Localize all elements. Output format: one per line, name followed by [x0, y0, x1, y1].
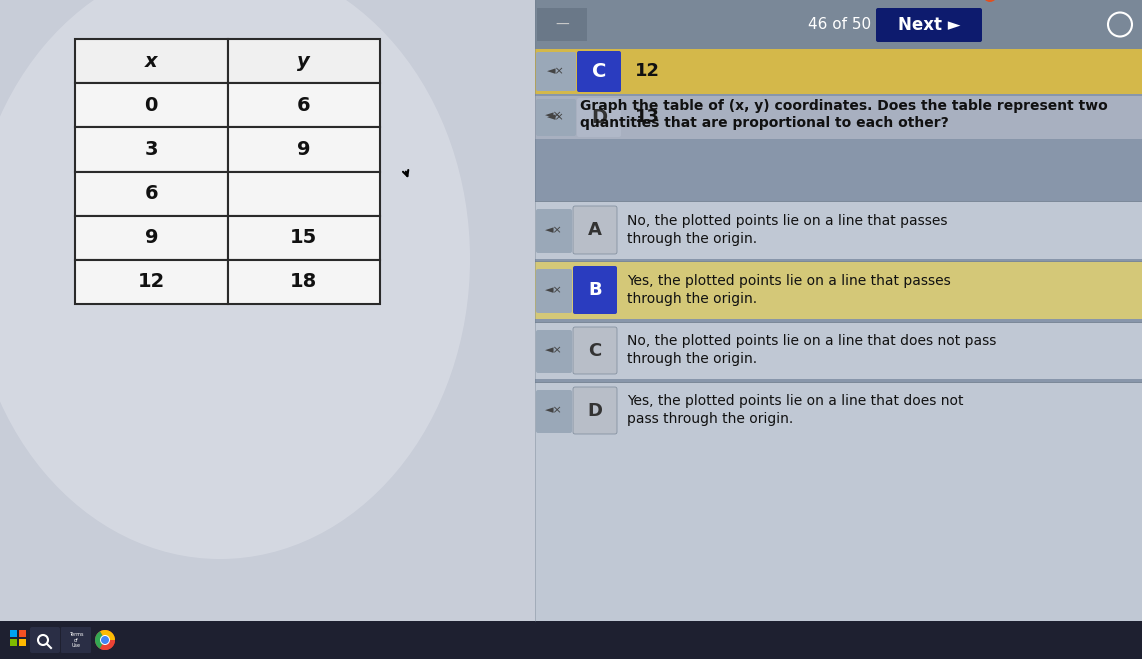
FancyBboxPatch shape	[227, 215, 380, 260]
Text: No, the plotted points lie on a line that passes: No, the plotted points lie on a line tha…	[627, 214, 948, 228]
FancyBboxPatch shape	[536, 269, 572, 313]
Text: A: A	[588, 221, 602, 239]
Text: 18: 18	[290, 272, 317, 291]
FancyBboxPatch shape	[536, 330, 572, 373]
FancyBboxPatch shape	[536, 209, 572, 253]
Circle shape	[983, 0, 997, 2]
FancyBboxPatch shape	[534, 382, 1142, 439]
Text: 46 of 50: 46 of 50	[809, 17, 871, 32]
Text: Yes, the plotted points lie on a line that does not: Yes, the plotted points lie on a line th…	[627, 395, 964, 409]
Text: 0: 0	[145, 96, 158, 115]
FancyBboxPatch shape	[0, 621, 1142, 659]
Text: 3: 3	[145, 140, 158, 159]
Text: D: D	[590, 108, 608, 127]
FancyBboxPatch shape	[227, 171, 380, 215]
FancyBboxPatch shape	[536, 101, 572, 129]
Text: D: D	[587, 401, 603, 420]
Text: ◄×: ◄×	[545, 285, 563, 295]
Text: Graph the table of (x, y) coordinates. Does the table represent two: Graph the table of (x, y) coordinates. D…	[580, 99, 1108, 113]
Text: ◄×: ◄×	[545, 225, 563, 235]
FancyBboxPatch shape	[75, 127, 227, 171]
Text: through the origin.: through the origin.	[627, 353, 757, 366]
FancyBboxPatch shape	[534, 439, 1142, 621]
Text: x: x	[145, 51, 158, 71]
Ellipse shape	[0, 0, 471, 559]
FancyBboxPatch shape	[536, 52, 576, 91]
FancyBboxPatch shape	[537, 8, 587, 41]
FancyBboxPatch shape	[61, 627, 91, 653]
Text: ◄×: ◄×	[545, 405, 563, 416]
FancyBboxPatch shape	[75, 83, 227, 127]
FancyBboxPatch shape	[534, 96, 1142, 139]
FancyBboxPatch shape	[534, 49, 1142, 94]
FancyBboxPatch shape	[19, 639, 26, 646]
Text: C: C	[592, 62, 606, 81]
FancyBboxPatch shape	[534, 0, 1142, 49]
Text: 9: 9	[297, 140, 311, 159]
Text: through the origin.: through the origin.	[627, 232, 757, 246]
FancyBboxPatch shape	[536, 390, 572, 433]
Text: Yes, the plotted points lie on a line that passes: Yes, the plotted points lie on a line th…	[627, 274, 951, 288]
Text: C: C	[588, 341, 602, 360]
Text: quantities that are proportional to each other?: quantities that are proportional to each…	[580, 116, 949, 130]
Text: 9: 9	[145, 228, 158, 247]
Circle shape	[95, 630, 115, 650]
FancyBboxPatch shape	[227, 83, 380, 127]
Text: 6: 6	[297, 96, 311, 115]
Text: 12: 12	[635, 63, 660, 80]
Text: ◄×: ◄×	[547, 67, 565, 76]
FancyBboxPatch shape	[536, 99, 576, 136]
Text: —: —	[555, 18, 569, 32]
Circle shape	[100, 636, 108, 644]
FancyBboxPatch shape	[573, 206, 617, 254]
FancyBboxPatch shape	[75, 215, 227, 260]
Circle shape	[100, 635, 110, 645]
Text: 13: 13	[635, 109, 660, 127]
Text: ◄×: ◄×	[545, 110, 563, 120]
Text: Next ►: Next ►	[898, 16, 960, 34]
FancyBboxPatch shape	[534, 201, 1142, 259]
FancyBboxPatch shape	[573, 266, 617, 314]
FancyBboxPatch shape	[75, 171, 227, 215]
FancyBboxPatch shape	[30, 627, 61, 653]
FancyBboxPatch shape	[534, 261, 1142, 319]
FancyBboxPatch shape	[75, 39, 227, 83]
Text: B: B	[588, 281, 602, 299]
FancyBboxPatch shape	[534, 0, 1142, 659]
FancyBboxPatch shape	[10, 639, 17, 646]
FancyBboxPatch shape	[534, 322, 1142, 379]
FancyBboxPatch shape	[577, 51, 621, 92]
Text: through the origin.: through the origin.	[627, 292, 757, 306]
FancyBboxPatch shape	[0, 0, 534, 659]
FancyBboxPatch shape	[876, 8, 982, 42]
FancyBboxPatch shape	[75, 260, 227, 304]
Wedge shape	[100, 640, 115, 650]
Text: 15: 15	[290, 228, 317, 247]
Text: 6: 6	[144, 184, 158, 203]
FancyBboxPatch shape	[10, 630, 17, 637]
Text: pass through the origin.: pass through the origin.	[627, 413, 794, 426]
Text: ◄×: ◄×	[547, 113, 565, 123]
FancyBboxPatch shape	[227, 260, 380, 304]
Wedge shape	[95, 631, 105, 648]
Text: No, the plotted points lie on a line that does not pass: No, the plotted points lie on a line tha…	[627, 335, 996, 349]
FancyBboxPatch shape	[577, 98, 621, 137]
FancyBboxPatch shape	[227, 39, 380, 83]
Wedge shape	[100, 630, 115, 640]
FancyBboxPatch shape	[19, 630, 26, 637]
Text: 12: 12	[138, 272, 164, 291]
FancyBboxPatch shape	[573, 327, 617, 374]
Text: y: y	[297, 51, 311, 71]
FancyBboxPatch shape	[227, 127, 380, 171]
Text: ◄×: ◄×	[545, 345, 563, 355]
FancyBboxPatch shape	[573, 387, 617, 434]
Text: Terms
of
Use: Terms of Use	[69, 632, 83, 648]
